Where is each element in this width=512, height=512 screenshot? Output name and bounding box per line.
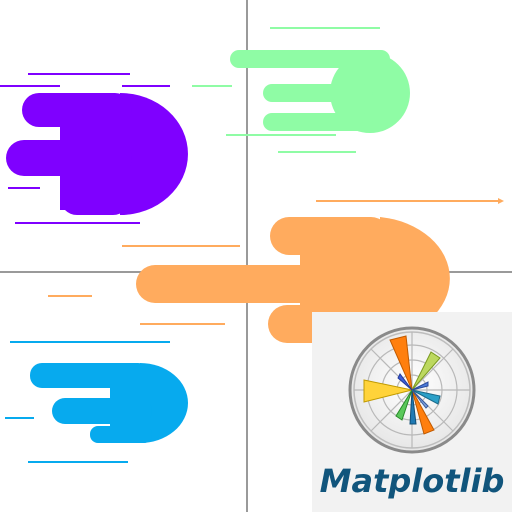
purple-blob-icon xyxy=(6,93,188,215)
blue-speed-lines xyxy=(5,341,170,463)
matplotlib-logo-card: Matplotlib xyxy=(312,312,512,512)
blue-blob-icon xyxy=(30,363,188,443)
polar-bar-chart-icon xyxy=(348,326,476,454)
purple-speed-lines xyxy=(0,73,170,224)
orange-speed-lines xyxy=(48,200,498,325)
orange-arrowhead xyxy=(498,198,504,204)
green-blob-icon xyxy=(230,50,410,133)
green-speed-lines xyxy=(192,27,380,153)
matplotlib-wordmark: Matplotlib xyxy=(319,462,505,500)
